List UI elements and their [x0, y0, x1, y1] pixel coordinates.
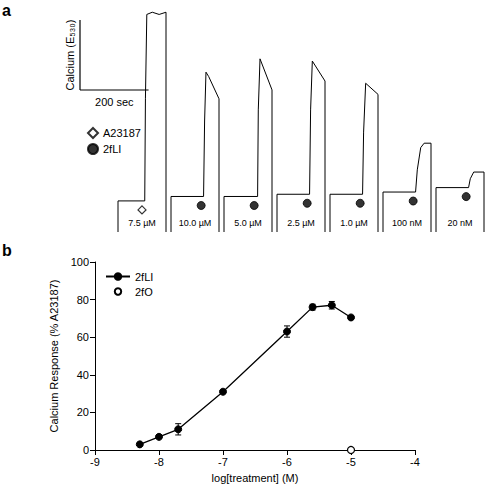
- svg-text:-5: -5: [346, 456, 356, 468]
- svg-text:b: b: [2, 242, 12, 259]
- svg-text:-4: -4: [410, 456, 420, 468]
- svg-text:2fLI: 2fLI: [135, 271, 153, 283]
- svg-text:-8: -8: [154, 456, 164, 468]
- svg-text:60: 60: [77, 331, 89, 343]
- svg-text:20 nM: 20 nM: [447, 218, 472, 228]
- svg-text:2.5 µM: 2.5 µM: [287, 218, 315, 228]
- svg-text:-7: -7: [218, 456, 228, 468]
- svg-text:7.5 µM: 7.5 µM: [128, 218, 156, 228]
- svg-text:a: a: [2, 2, 11, 19]
- svg-text:Calcium Response (% A23187): Calcium Response (% A23187): [48, 280, 60, 433]
- svg-text:Calcium (E₅₃₀): Calcium (E₅₃₀): [64, 20, 76, 91]
- svg-text:200 sec: 200 sec: [95, 96, 134, 108]
- svg-text:2fO: 2fO: [135, 286, 153, 298]
- svg-text:20: 20: [77, 406, 89, 418]
- svg-text:100: 100: [71, 256, 89, 268]
- svg-text:5.0 µM: 5.0 µM: [234, 218, 262, 228]
- svg-text:-6: -6: [282, 456, 292, 468]
- svg-text:40: 40: [77, 369, 89, 381]
- svg-text:100 nM: 100 nM: [392, 218, 422, 228]
- svg-text:A23187: A23187: [103, 127, 141, 139]
- svg-text:2fLI: 2fLI: [103, 143, 121, 155]
- svg-text:-9: -9: [90, 456, 100, 468]
- svg-text:10.0 µM: 10.0 µM: [179, 218, 212, 228]
- svg-text:0: 0: [83, 444, 89, 456]
- svg-text:log[treatment] (M): log[treatment] (M): [212, 472, 299, 484]
- svg-text:1.0 µM: 1.0 µM: [340, 218, 368, 228]
- svg-text:80: 80: [77, 294, 89, 306]
